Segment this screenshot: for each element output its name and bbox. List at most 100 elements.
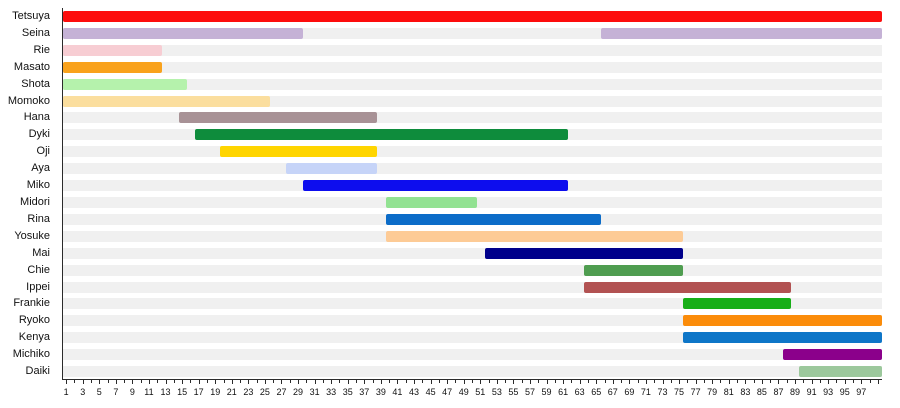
x-axis-tick	[90, 380, 92, 383]
row-track	[63, 27, 882, 39]
row-label: Daiki	[25, 365, 50, 378]
row-track	[63, 163, 882, 175]
x-axis-tick-label: 79	[707, 387, 718, 397]
x-axis-tick-label: 71	[640, 387, 651, 397]
row-label: Kenya	[18, 331, 50, 344]
x-axis-tick-label: 65	[591, 387, 602, 397]
x-axis-tick	[157, 380, 159, 383]
x-axis-tick	[554, 380, 556, 383]
row-label: Midori	[20, 195, 50, 208]
x-axis-tick	[587, 380, 589, 383]
x-axis-tick	[339, 380, 341, 383]
x-axis-tick-label: 61	[558, 387, 569, 397]
row-label: Shota	[21, 77, 50, 90]
timeline-bar	[302, 180, 568, 192]
timeline-bar	[683, 332, 882, 344]
row-label: Ippei	[26, 280, 50, 293]
x-axis-tick-label: 23	[243, 387, 254, 397]
x-axis-tick	[828, 380, 830, 384]
x-axis-tick	[861, 380, 863, 384]
plot-area	[62, 8, 882, 380]
x-axis-tick-label: 31	[309, 387, 320, 397]
row-track	[63, 281, 882, 293]
row-track	[63, 112, 882, 124]
x-axis-tick-label: 63	[574, 387, 585, 397]
x-axis-tick-label: 55	[508, 387, 519, 397]
x-axis-tick	[405, 380, 407, 383]
timeline-bar	[63, 44, 163, 56]
timeline-bar	[63, 78, 188, 90]
x-axis-tick	[223, 380, 225, 383]
x-axis-tick	[397, 380, 399, 384]
row-track	[63, 349, 882, 361]
x-axis-tick	[811, 380, 813, 384]
x-axis-tick	[621, 380, 623, 383]
x-axis-tick	[256, 380, 258, 383]
x-axis-tick	[513, 380, 515, 384]
x-axis-tick	[198, 380, 200, 384]
x-axis-tick-label: 77	[690, 387, 701, 397]
x-axis-tick	[496, 380, 498, 384]
x-axis-tick	[74, 380, 76, 383]
row-label: Rina	[27, 212, 50, 225]
x-axis-tick	[604, 380, 606, 383]
x-axis-tick-label: 49	[458, 387, 469, 397]
x-axis-tick-label: 57	[524, 387, 535, 397]
x-axis-tick-label: 47	[442, 387, 453, 397]
timeline-bar	[584, 264, 684, 276]
x-axis-tick-label: 45	[425, 387, 436, 397]
x-axis-tick-label: 89	[790, 387, 801, 397]
timeline-bar	[63, 95, 270, 107]
x-axis-tick	[761, 380, 763, 384]
x-axis-tick	[331, 380, 333, 384]
row-label: Oji	[36, 145, 50, 158]
x-axis-tick	[670, 380, 672, 383]
x-axis-tick-label: 59	[541, 387, 552, 397]
row-label: Michiko	[12, 348, 50, 361]
x-axis-tick	[231, 380, 233, 384]
x-axis-tick-label: 85	[756, 387, 767, 397]
x-axis-tick-label: 87	[773, 387, 784, 397]
x-axis-tick	[99, 380, 101, 384]
row-track	[63, 95, 882, 107]
timeline-bar	[683, 298, 791, 310]
row-label: Rie	[33, 43, 50, 56]
row-track	[63, 61, 882, 73]
x-axis-tick	[66, 380, 68, 384]
x-axis-tick	[182, 380, 184, 384]
x-axis-tick-label: 43	[409, 387, 420, 397]
x-axis-tick	[612, 380, 614, 384]
x-axis-tick	[447, 380, 449, 384]
x-axis-tick	[215, 380, 217, 384]
x-axis-tick	[753, 380, 755, 383]
x-axis-tick	[819, 380, 821, 383]
x-axis-tick-label: 37	[359, 387, 370, 397]
x-axis-tick	[148, 380, 150, 384]
x-axis-tick-label: 7	[113, 387, 119, 397]
timeline-bar	[63, 10, 882, 22]
x-axis-tick	[480, 380, 482, 384]
timeline-bar	[683, 315, 882, 327]
x-axis-tick-label: 83	[740, 387, 751, 397]
row-label: Miko	[26, 179, 50, 192]
x-axis-tick	[132, 380, 134, 384]
timeline-bar	[782, 349, 882, 361]
x-axis-tick	[596, 380, 598, 384]
x-axis-tick	[637, 380, 639, 383]
x-axis-tick-label: 9	[129, 387, 135, 397]
x-axis-tick	[703, 380, 705, 383]
x-axis-tick	[82, 380, 84, 384]
x-axis-tick	[248, 380, 250, 384]
x-axis-tick-label: 25	[259, 387, 270, 397]
x-axis-tick	[380, 380, 382, 384]
x-axis-tick	[273, 380, 275, 383]
x-axis-tick	[347, 380, 349, 384]
x-axis-tick	[778, 380, 780, 384]
x-axis-tick-label: 75	[674, 387, 685, 397]
timeline-bar	[63, 27, 303, 39]
x-axis-tick	[165, 380, 167, 384]
x-axis-tick	[521, 380, 523, 383]
x-axis-tick	[795, 380, 797, 384]
x-axis-tick-label: 91	[806, 387, 817, 397]
x-axis-tick	[770, 380, 772, 383]
